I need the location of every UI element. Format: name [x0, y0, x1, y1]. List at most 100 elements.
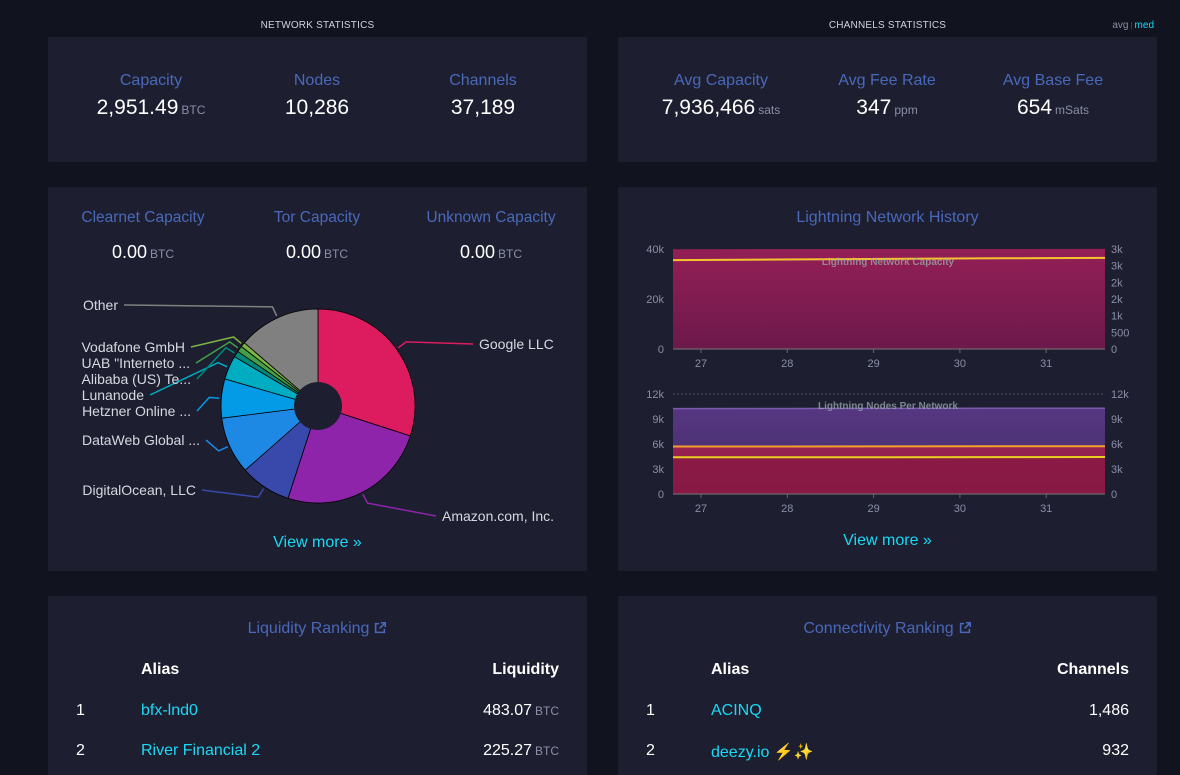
tor-capacity-unit: BTC [324, 247, 349, 261]
x-tick-label: 27 [695, 503, 707, 515]
avg-capacity-value: 7,936,466 [661, 96, 756, 119]
capacity-stat: Capacity 2,951.49 BTC [91, 72, 211, 120]
y-left-tick: 0 [658, 344, 664, 356]
pie-label: Amazon.com, Inc. [442, 508, 554, 524]
unknown-capacity-stat: Unknown Capacity 0.00 BTC [416, 209, 566, 263]
y-right-tick: 12k [1111, 389, 1129, 401]
y-right-tick: 1k [1111, 311, 1123, 323]
y-right-tick: 3k [1111, 244, 1123, 256]
connectivity-row-2-rank: 2 [646, 742, 655, 759]
tor-capacity-stat: Tor Capacity 0.00 BTC [242, 209, 392, 263]
connectivity-ranking-header[interactable]: Connectivity Ranking [618, 620, 1157, 638]
toggle-separator: | [1130, 21, 1133, 30]
liquidity-ranking-card: Liquidity Ranking Alias Liquidity 1 bfx-… [48, 596, 587, 775]
liquidity-ranking-title[interactable]: Liquidity Ranking [247, 620, 370, 637]
connectivity-row-2-value: 932 [1102, 742, 1129, 759]
y-left-tick: 0 [658, 489, 664, 501]
avg-base-fee-label: Avg Base Fee [1002, 72, 1104, 89]
history-chart-title: Lightning Network History [796, 209, 979, 226]
avg-capacity-stat: Avg Capacity 7,936,466 sats [651, 72, 791, 120]
connectivity-row-2-alias[interactable]: deezy.io ⚡✨ [711, 744, 814, 761]
pie-leader-line [201, 488, 265, 498]
pie-leader-line [205, 439, 229, 452]
pie-label: DigitalOcean, LLC [82, 482, 196, 498]
x-tick-label: 27 [695, 358, 707, 370]
network-statistics-title: NETWORK STATISTICS [260, 20, 375, 31]
avg-fee-rate-value: 347 [856, 96, 892, 119]
tor-capacity-value-row: 0.00 BTC [242, 242, 392, 263]
pie-label: UAB "Interneto ... [82, 355, 190, 371]
liquidity-row-2-alias[interactable]: River Financial 2 [141, 742, 261, 759]
y-left-tick: 6k [652, 439, 664, 451]
y-right-tick: 2k [1111, 277, 1123, 289]
isp-view-more-link[interactable]: View more » [273, 534, 362, 551]
y-right-tick: 500 [1111, 327, 1129, 339]
avg-option[interactable]: avg [1112, 20, 1129, 31]
capacity-value-row: 2,951.49 BTC [91, 96, 211, 120]
connectivity-ranking-title[interactable]: Connectivity Ranking [803, 620, 954, 637]
med-option[interactable]: med [1134, 20, 1154, 31]
pie-label: Vodafone GmbH [81, 339, 185, 355]
avg-fee-rate-value-row: 347 ppm [822, 96, 952, 120]
liquidity-row-2-rank: 2 [76, 742, 85, 759]
x-tick-label: 31 [1040, 503, 1052, 515]
x-tick-label: 28 [781, 503, 793, 515]
pie-leader-line [190, 336, 242, 348]
x-tick-label: 30 [954, 503, 966, 515]
external-link-icon[interactable] [373, 621, 387, 635]
x-tick-label: 31 [1040, 358, 1052, 370]
liquidity-row-1-rank: 1 [76, 702, 85, 719]
liquidity-col-value: Liquidity [492, 661, 559, 678]
pie-leader-line [123, 304, 278, 317]
capacity-unit: BTC [181, 103, 206, 117]
clearnet-capacity-stat: Clearnet Capacity 0.00 BTC [68, 209, 218, 263]
connectivity-col-value: Channels [1056, 661, 1129, 678]
liquidity-row-1-alias[interactable]: bfx-lnd0 [141, 702, 198, 719]
avg-base-fee-unit: mSats [1055, 103, 1090, 117]
pie-slice[interactable] [317, 308, 416, 437]
unknown-capacity-value: 0.00 [459, 242, 496, 262]
capacity-value: 2,951.49 [96, 96, 179, 119]
connectivity-col-alias: Alias [711, 661, 750, 678]
avg-base-fee-value: 654 [1016, 96, 1053, 119]
clearnet-capacity-value-row: 0.00 BTC [68, 242, 218, 263]
avg-med-toggle[interactable]: avg | med [1112, 20, 1154, 31]
liquidity-row-1-value-row: 483.07 BTC [483, 702, 559, 720]
avg-capacity-unit: sats [758, 103, 781, 117]
avg-base-fee-stat: Avg Base Fee 654 mSats [988, 72, 1118, 120]
isp-pie-chart: Google LLC Amazon.com, Inc. DigitalOcean, … [81, 297, 554, 524]
connectivity-row-1-alias[interactable]: ACINQ [711, 702, 762, 719]
unknown-capacity-label: Unknown Capacity [426, 209, 556, 226]
network-history-card: Lightning Network History Lightning Netw… [618, 187, 1157, 571]
clearnet-capacity-label: Clearnet Capacity [81, 209, 205, 226]
channel-stats-card: Avg Capacity 7,936,466 sats Avg Fee Rate … [618, 37, 1157, 162]
channels-area [673, 248, 1105, 349]
avg-fee-rate-label: Avg Fee Rate [838, 72, 936, 89]
clearnet-nodes-area [673, 457, 1105, 494]
y-right-tick: 0 [1111, 344, 1117, 356]
liquidity-row-1-value: 483.07 [483, 702, 532, 719]
pie-label: DataWeb Global ... [82, 432, 200, 448]
clearnet-capacity-unit: BTC [150, 247, 175, 261]
isp-capacity-card: Clearnet Capacity 0.00 BTC Tor Capacity 0… [48, 187, 587, 571]
external-link-icon[interactable] [958, 621, 972, 635]
pie-center-hole [294, 382, 342, 430]
pie-leader-line [196, 396, 220, 412]
pie-slice[interactable] [287, 405, 411, 504]
pie-label: Alibaba (US) Te... [82, 371, 191, 387]
avg-capacity-label: Avg Capacity [674, 72, 768, 89]
y-left-tick: 12k [646, 389, 664, 401]
history-view-more-link[interactable]: View more » [843, 532, 932, 549]
pie-leader-line [196, 346, 235, 380]
liquidity-ranking-header[interactable]: Liquidity Ranking [48, 620, 587, 638]
connectivity-ranking-card: Connectivity Ranking Alias Channels 1 AC… [618, 596, 1157, 775]
y-left-tick: 20k [646, 294, 664, 306]
nodes-value: 10,286 [284, 96, 350, 119]
y-left-tick: 3k [652, 464, 664, 476]
pie-label: Other [83, 297, 118, 313]
y-left-tick: 40k [646, 244, 664, 256]
unknown-capacity-value-row: 0.00 BTC [416, 242, 566, 263]
y-right-tick: 0 [1111, 489, 1117, 501]
pie-slice[interactable] [243, 308, 319, 407]
pie-leader-line [397, 341, 474, 349]
